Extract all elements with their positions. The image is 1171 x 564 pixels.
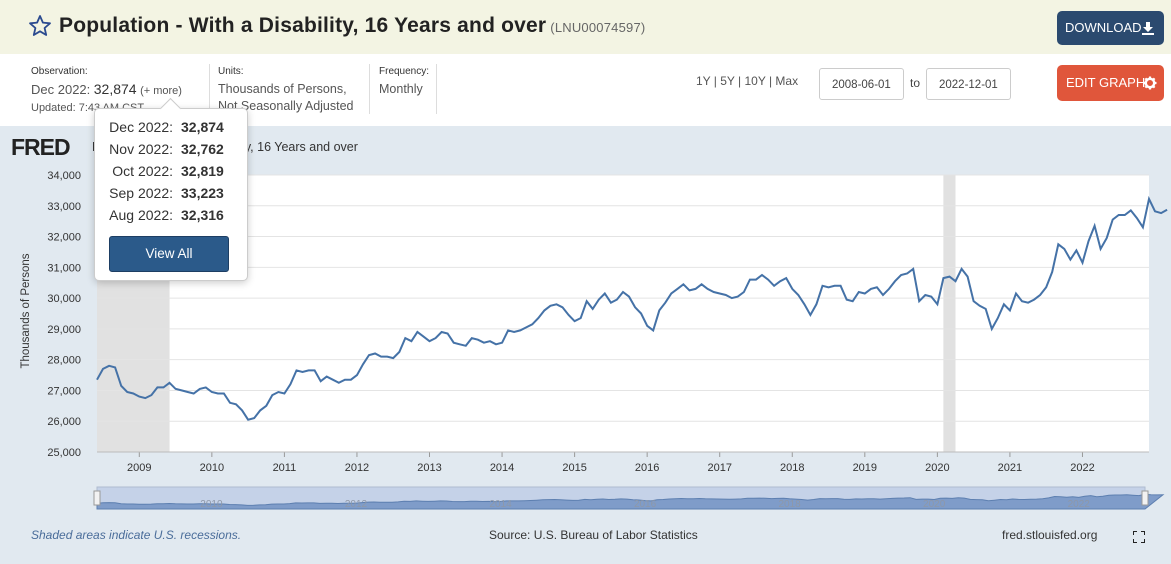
x-tick-label: 2012 [345,462,369,474]
y-tick-label: 26,000 [47,416,81,428]
x-tick-label: 2013 [417,462,441,474]
plot-area [97,175,1149,452]
x-tick-label: 2010 [200,462,224,474]
end-date-input[interactable]: 2022-12-01 [926,68,1011,100]
popup-row: Dec 2022: 32,874 [95,119,235,135]
units-label: Units: [218,66,244,77]
y-axis-label: Thousands of Persons [20,253,32,369]
units-line1: Thousands of Persons, [218,82,347,96]
frequency-value: Monthly [379,82,423,96]
x-tick-label: 2014 [490,462,514,474]
popup-row: Sep 2022: 33,223 [95,185,235,201]
y-tick-label: 30,000 [47,293,81,305]
navigator-label: 2014 [489,499,512,510]
popup-value: 32,762 [181,141,224,157]
download-icon [1142,22,1154,35]
y-tick-label: 27,000 [47,385,81,397]
x-tick-label: 2021 [998,462,1022,474]
y-tick-label: 25,000 [47,447,81,459]
edit-graph-label: EDIT GRAPH [1066,75,1146,90]
series-header: Population - With a Disability, 16 Years… [0,0,1171,54]
popup-row: Aug 2022: 32,316 [95,207,235,223]
navigator-label: 2018 [778,499,801,510]
observation-value: 32,874 [93,81,137,97]
x-tick-label: 2015 [562,462,586,474]
y-tick-label: 28,000 [47,355,81,367]
start-date-input[interactable]: 2008-06-01 [819,68,904,100]
navigator-label: 2010 [200,499,223,510]
x-tick-label: 2011 [273,462,297,474]
y-tick-label: 31,000 [47,262,81,274]
navigator-handle-right [1141,490,1149,506]
star-icon[interactable] [28,14,52,38]
popup-date: Nov 2022: [109,141,173,157]
y-tick-label: 32,000 [47,232,81,244]
fullscreen-icon[interactable] [1133,531,1145,543]
divider [369,64,370,114]
navigator-label: 2012 [345,499,368,510]
navigator-area [96,493,1165,510]
series-line [96,195,1168,421]
popup-value: 32,874 [181,119,224,135]
navigator-label: 2022 [1068,499,1091,510]
y-tick-label: 34,000 [47,170,81,182]
page-title: Population - With a Disability, 16 Years… [59,14,646,37]
navigator-label: 2016 [634,499,657,510]
series-id: (LNU00074597) [550,20,646,35]
download-label: DOWNLOAD [1065,20,1142,35]
x-tick-label: 2019 [853,462,877,474]
popup-value: 32,316 [181,207,224,223]
x-tick-label: 2022 [1070,462,1094,474]
popup-value: 32,819 [181,163,224,179]
fred-url[interactable]: fred.stlouisfed.org [1002,528,1098,542]
navigator-handle-left [93,490,101,506]
y-tick-label: 29,000 [47,324,81,336]
more-link[interactable]: (+ more) [140,85,182,97]
observation-date: Dec 2022: [31,82,91,97]
units-line2: Not Seasonally Adjusted [218,99,354,113]
divider [209,64,210,114]
popup-value: 33,223 [181,185,224,201]
to-label: to [910,76,921,90]
popup-date: Sep 2022: [109,185,173,201]
frequency-block: Frequency: Monthly [379,66,429,98]
divider [436,64,437,114]
source-text: Source: U.S. Bureau of Labor Statistics [489,528,698,542]
fred-logo: FRED [11,134,71,160]
popup-date: Dec 2022: [109,119,173,135]
y-tick-label: 33,000 [47,201,81,213]
x-tick-label: 2018 [780,462,804,474]
observations-popup: Dec 2022: 32,874 Nov 2022: 32,762 Oct 2022… [94,97,248,281]
x-tick-label: 2020 [925,462,949,474]
gear-icon [1143,76,1157,90]
x-tick-label: 2009 [127,462,151,474]
recession-band [943,175,956,452]
range-links[interactable]: 1Y | 5Y | 10Y | Max [696,74,799,88]
popup-row: Nov 2022: 32,762 [95,141,235,157]
frequency-label: Frequency: [379,66,430,77]
download-button[interactable]: DOWNLOAD [1057,11,1164,45]
x-tick-label: 2016 [635,462,659,474]
popup-row: Oct 2022: 32,819 [95,163,235,179]
popup-date: Oct 2022: [112,163,173,179]
recession-note: Shaded areas indicate U.S. recessions. [31,528,242,542]
view-all-button[interactable]: View All [109,236,229,272]
navigator-label: 2020 [923,499,946,510]
units-block: Units: Thousands of Persons, Not Seasona… [218,66,354,115]
x-tick-label: 2017 [707,462,731,474]
popup-date: Aug 2022: [109,207,173,223]
observation-label: Observation: [31,66,88,77]
edit-graph-button[interactable]: EDIT GRAPH [1057,65,1164,101]
